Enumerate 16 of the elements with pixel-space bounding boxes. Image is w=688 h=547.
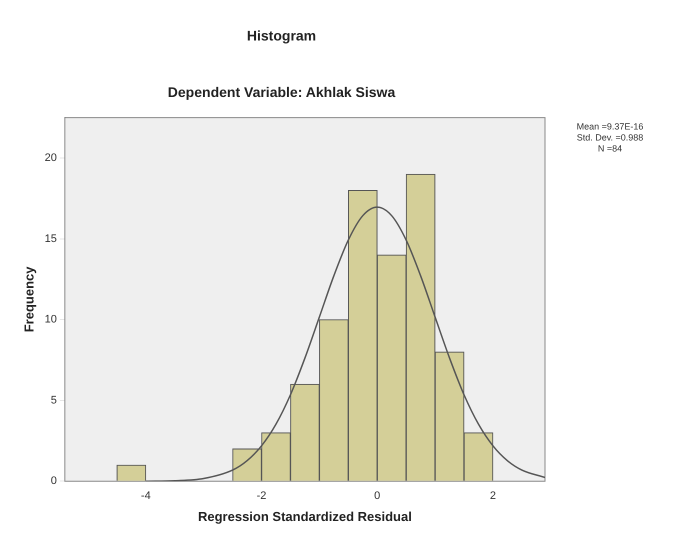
y-tick-label: 10 — [44, 314, 57, 326]
x-tick-label: -2 — [256, 490, 266, 502]
y-axis-title: Frequency — [21, 266, 36, 332]
x-axis-title: Regression Standardized Residual — [198, 508, 412, 524]
chart-subtitle: Dependent Variable: Akhlak Siswa — [168, 84, 396, 100]
y-tick-label: 15 — [44, 232, 57, 245]
y-tick-label: 5 — [50, 394, 57, 406]
y-tick-label: 0 — [50, 475, 57, 488]
chart-title: Histogram — [246, 27, 316, 44]
y-tick-label: 20 — [44, 152, 57, 164]
text: Std. Dev. =0.988 — [576, 132, 644, 143]
text: N =84 — [598, 144, 622, 154]
text: Mean =9.37E-16 — [576, 122, 644, 132]
x-tick-label: -4 — [140, 490, 151, 502]
x-tick-label: 0 — [374, 490, 380, 502]
x-tick-label: 2 — [490, 490, 496, 502]
